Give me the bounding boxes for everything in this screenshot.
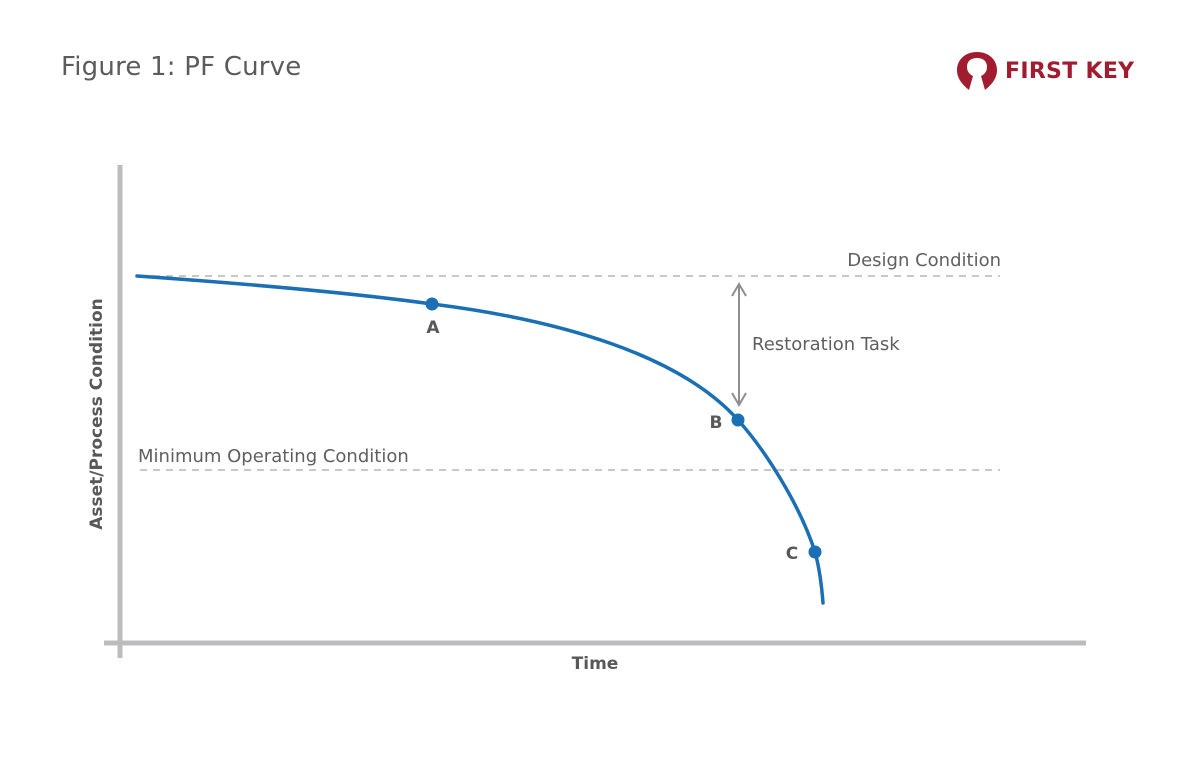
minimum-operating-label: Minimum Operating Condition — [138, 446, 409, 467]
point-b-label: B — [710, 413, 723, 433]
point-c-label: C — [786, 544, 798, 564]
restoration-arrow — [731, 282, 747, 407]
point-b-marker — [731, 413, 745, 427]
figure-title: Figure 1: PF Curve — [61, 52, 302, 82]
brand-logo: FIRST KEY — [955, 50, 1134, 92]
restoration-task-label: Restoration Task — [752, 334, 900, 355]
x-axis-title: Time — [572, 654, 619, 674]
y-axis-title: Asset/Process Condition — [87, 298, 107, 530]
design-condition-label: Design Condition — [847, 250, 1001, 271]
pf-curve-line — [135, 274, 825, 605]
point-a-marker — [425, 297, 439, 311]
point-a-label: A — [426, 318, 440, 338]
keyhole-icon — [957, 52, 997, 90]
logo-text: FIRST KEY — [1005, 58, 1135, 84]
point-c-marker — [808, 545, 822, 559]
